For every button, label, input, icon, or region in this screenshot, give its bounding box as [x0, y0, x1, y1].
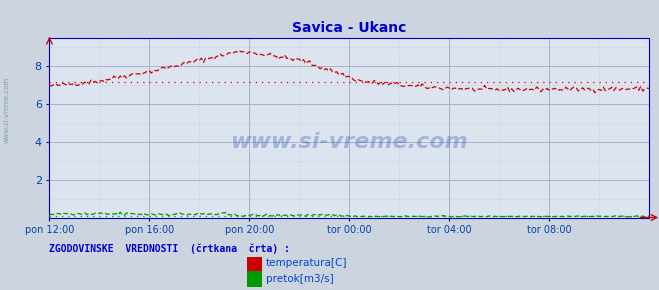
Text: pretok[m3/s]: pretok[m3/s]	[266, 274, 333, 284]
Title: Savica - Ukanc: Savica - Ukanc	[292, 21, 407, 35]
Text: temperatura[C]: temperatura[C]	[266, 258, 347, 268]
Text: www.si-vreme.com: www.si-vreme.com	[3, 77, 10, 143]
Text: ZGODOVINSKE  VREDNOSTI  (črtkana  črta) :: ZGODOVINSKE VREDNOSTI (črtkana črta) :	[49, 244, 291, 254]
Text: www.si-vreme.com: www.si-vreme.com	[231, 132, 468, 152]
